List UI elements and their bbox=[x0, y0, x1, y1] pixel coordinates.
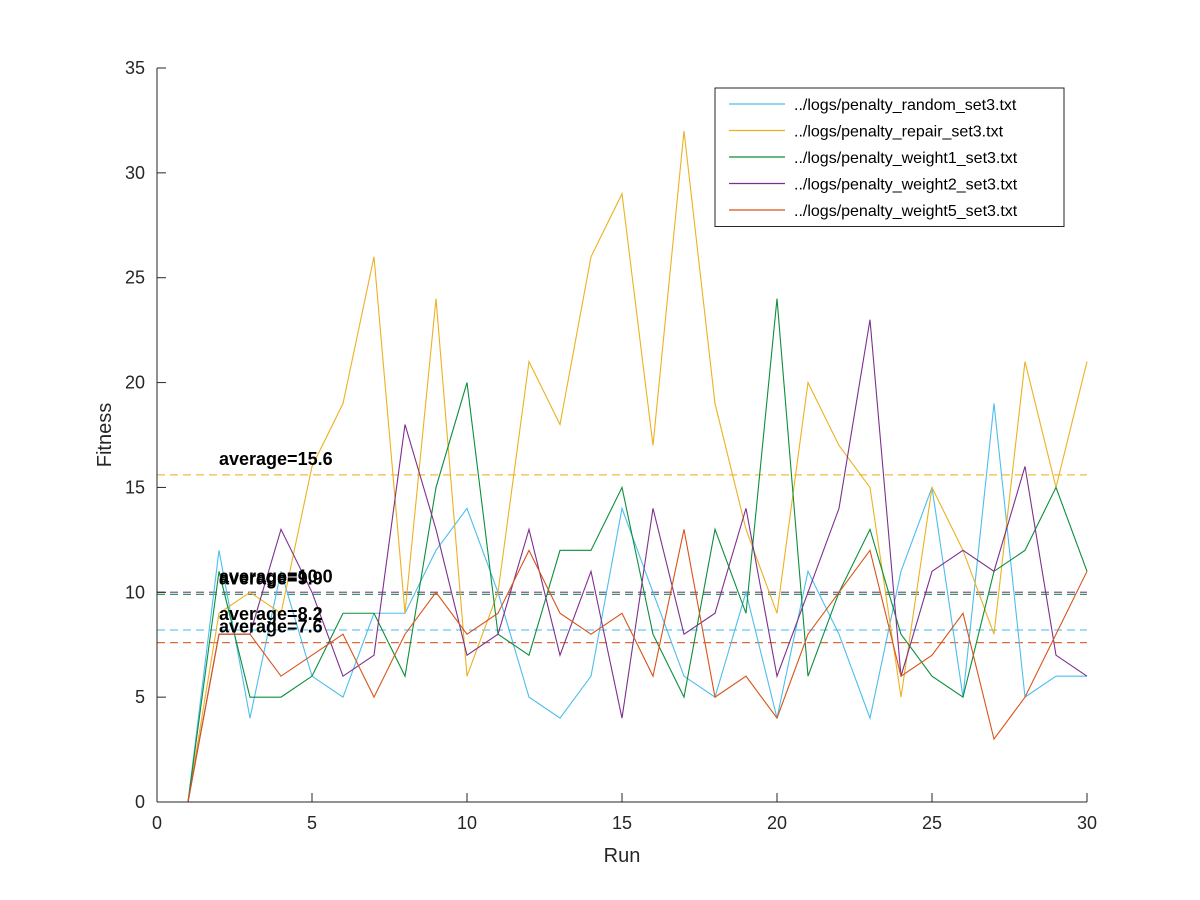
legend-entry-4: ../logs/penalty_weight2_set3.txt bbox=[794, 177, 1018, 194]
legend-entry-1: ../logs/penalty_random_set3.txt bbox=[794, 97, 1017, 114]
x-tick-label: 10 bbox=[457, 813, 477, 833]
x-axis-label: Run bbox=[604, 845, 641, 867]
y-tick-label: 25 bbox=[125, 268, 145, 288]
average-labels: average=8.2average=15.6average=9.9averag… bbox=[219, 449, 333, 637]
legend-entry-2: ../logs/penalty_repair_set3.txt bbox=[794, 124, 1004, 141]
y-tick-label: 5 bbox=[135, 687, 145, 707]
y-tick-label: 10 bbox=[125, 582, 145, 602]
average-label-5: average=7.6 bbox=[219, 617, 323, 637]
x-tick-label: 30 bbox=[1077, 813, 1097, 833]
y-tick-label: 30 bbox=[125, 163, 145, 183]
average-lines bbox=[157, 474, 1087, 644]
x-tick-label: 25 bbox=[922, 813, 942, 833]
x-tick-label: 20 bbox=[767, 813, 787, 833]
average-label-2: average=15.6 bbox=[219, 449, 333, 469]
y-tick-label: 35 bbox=[125, 58, 145, 78]
average-label-1: average=8.2 bbox=[219, 604, 323, 624]
average-label-4: average=10.0 bbox=[219, 566, 333, 586]
x-tick-label: 5 bbox=[307, 813, 317, 833]
y-tick-label: 20 bbox=[125, 373, 145, 393]
series-line-2 bbox=[187, 130, 1088, 803]
y-tick-label: 0 bbox=[135, 792, 145, 812]
y-tick-label: 15 bbox=[125, 477, 145, 497]
series-line-4 bbox=[187, 319, 1088, 803]
series-line-5 bbox=[187, 529, 1088, 803]
legend: ../logs/penalty_random_set3.txt ../logs/p… bbox=[714, 87, 1065, 227]
series-line-3 bbox=[187, 298, 1088, 803]
average-label-3: average=9.9 bbox=[219, 568, 323, 588]
y-axis-label: Fitness bbox=[94, 403, 116, 467]
series-line-1 bbox=[187, 403, 1087, 803]
axes: 0 5 10 15 20 25 30 0 5 10 15 20 25 30 35 bbox=[125, 58, 1097, 833]
x-tick-label: 0 bbox=[152, 813, 162, 833]
legend-entry-5: ../logs/penalty_weight5_set3.txt bbox=[794, 203, 1018, 220]
x-tick-label: 15 bbox=[612, 813, 632, 833]
series-lines bbox=[187, 130, 1088, 803]
legend-entry-3: ../logs/penalty_weight1_set3.txt bbox=[794, 150, 1018, 167]
